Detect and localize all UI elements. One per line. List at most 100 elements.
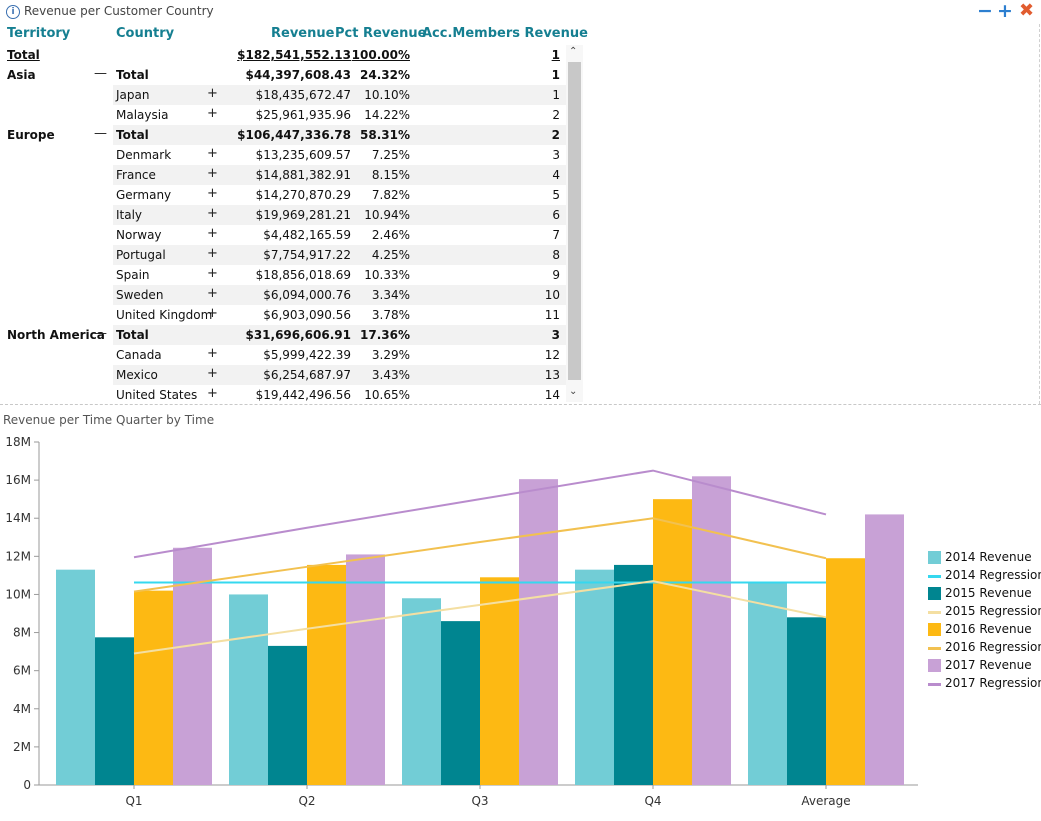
expand-icon[interactable]: +	[207, 286, 218, 301]
expand-icon[interactable]: +	[207, 186, 218, 201]
country-row[interactable]: + Denmark $13,235,609.57 7.25% 3	[0, 145, 566, 165]
territory-total-row[interactable]: Europe — Total $106,447,336.78 58.31% 2	[0, 125, 566, 145]
revenue-cell: $18,856,018.69	[255, 268, 351, 282]
expand-icon[interactable]: +	[207, 166, 218, 181]
y-tick-label: 16M	[5, 473, 31, 487]
expand-icon[interactable]: +	[207, 386, 218, 401]
expand-icon[interactable]: +	[207, 246, 218, 261]
close-icon[interactable]: ✖	[1019, 0, 1035, 21]
scrollbar-thumb[interactable]	[568, 62, 581, 380]
collapse-icon[interactable]: —	[94, 66, 107, 81]
chevron-up-icon[interactable]: ⌃	[569, 46, 578, 57]
bar-2014	[748, 583, 787, 785]
revenue-cell: $106,447,336.78	[237, 128, 351, 142]
y-tick-label: 10M	[5, 587, 31, 601]
legend-swatch	[928, 647, 941, 650]
pct-revenue-cell: 7.82%	[371, 188, 410, 202]
legend-label: 2017 Revenue	[945, 658, 1032, 672]
column-header-revenue[interactable]: Revenue	[271, 26, 335, 41]
total-territory: Total	[7, 48, 40, 62]
y-tick-label: 18M	[5, 435, 31, 449]
legend-swatch	[928, 551, 941, 564]
bar-2015	[268, 645, 307, 785]
country-row[interactable]: + Malaysia $25,961,935.96 14.22% 2	[0, 105, 566, 125]
column-header-territory[interactable]: Territory	[7, 26, 71, 41]
panel-divider	[0, 404, 1041, 405]
country-row[interactable]: + Canada $5,999,422.39 3.29% 12	[0, 345, 566, 365]
revenue-cell: $44,397,608.43	[245, 68, 351, 82]
y-tick-label: 0	[23, 778, 31, 792]
bar-2017	[865, 514, 904, 785]
territory-label: Europe	[7, 128, 55, 142]
country-label: United States	[116, 388, 198, 402]
revenue-cell: $7,754,917.22	[263, 248, 351, 262]
revenue-cell: $19,442,496.56	[255, 388, 351, 402]
country-row[interactable]: + United Kingdom $6,903,090.56 3.78% 11	[0, 305, 566, 325]
pct-revenue-cell: 4.25%	[371, 248, 410, 262]
chart-title: Revenue per Time Quarter by Time	[3, 413, 215, 427]
territory-total-row[interactable]: Asia — Total $44,397,608.43 24.32% 1	[0, 65, 566, 85]
x-tick-label: Average	[801, 794, 850, 808]
column-header-country[interactable]: Country	[116, 26, 175, 41]
grid-scrollbar[interactable]: ⌃ ⌄	[566, 45, 583, 402]
pct-revenue-cell: 24.32%	[360, 68, 410, 82]
expand-icon[interactable]: +	[207, 346, 218, 361]
x-tick-label: Q2	[298, 794, 315, 808]
revenue-cell: $6,903,090.56	[263, 308, 351, 322]
expand-icon[interactable]: +	[207, 226, 218, 241]
column-header-pct-revenue[interactable]: Pct Revenue	[335, 26, 427, 41]
pct-revenue-cell: 10.33%	[364, 268, 410, 282]
minus-icon[interactable]: −	[977, 0, 993, 22]
pct-revenue-cell: 10.94%	[364, 208, 410, 222]
pivot-grid[interactable]: Territory Country Revenue Pct Revenue Ac…	[0, 24, 588, 405]
total-row[interactable]: Total $182,541,552.13 100.00% 1	[0, 45, 566, 65]
expand-icon[interactable]: +	[207, 86, 218, 101]
legend-swatch	[928, 587, 941, 600]
row-background	[113, 325, 566, 345]
column-header-acc-members-revenue[interactable]: Acc.Members Revenue	[422, 26, 588, 41]
revenue-cell: $13,235,609.57	[255, 148, 351, 162]
pct-revenue-cell: 3.29%	[371, 348, 410, 362]
row-background	[113, 365, 566, 385]
expand-icon[interactable]: +	[207, 206, 218, 221]
chevron-down-icon[interactable]: ⌄	[569, 386, 578, 397]
expand-icon[interactable]: +	[207, 106, 218, 121]
revenue-cell: $19,969,281.21	[255, 208, 351, 222]
revenue-cell: $14,881,382.91	[255, 168, 351, 182]
acc-members-cell: 4	[552, 168, 560, 182]
country-row[interactable]: + Sweden $6,094,000.76 3.34% 10	[0, 285, 566, 305]
country-row[interactable]: + Japan $18,435,672.47 10.10% 1	[0, 85, 566, 105]
panel-title: Revenue per Customer Country	[24, 4, 214, 18]
country-label: Malaysia	[116, 108, 169, 122]
legend-swatch	[928, 659, 941, 672]
country-label: United Kingdom	[116, 308, 213, 322]
legend-label: 2017 Regression	[945, 676, 1041, 690]
expand-icon[interactable]: +	[207, 146, 218, 161]
y-tick-label: 14M	[5, 511, 31, 525]
country-row[interactable]: + France $14,881,382.91 8.15% 4	[0, 165, 566, 185]
legend-label: 2016 Regression	[945, 640, 1041, 654]
collapse-icon[interactable]: —	[94, 126, 107, 141]
bar-2016	[480, 577, 519, 785]
regression-line	[133, 580, 827, 655]
country-row[interactable]: + Portugal $7,754,917.22 4.25% 8	[0, 245, 566, 265]
country-row[interactable]: + United States $19,442,496.56 10.65% 14	[0, 385, 566, 405]
territory-total-row[interactable]: North America — Total $31,696,606.91 17.36% 3	[0, 325, 566, 345]
country-row[interactable]: + Italy $19,969,281.21 10.94% 6	[0, 205, 566, 225]
collapse-icon[interactable]: —	[94, 326, 107, 341]
legend-swatch	[928, 611, 941, 614]
country-row[interactable]: + Norway $4,482,165.59 2.46% 7	[0, 225, 566, 245]
acc-members-cell: 6	[552, 208, 560, 222]
expand-icon[interactable]: +	[207, 366, 218, 381]
expand-icon[interactable]: +	[207, 266, 218, 281]
acc-members-cell: 8	[552, 248, 560, 262]
expand-icon[interactable]: +	[207, 306, 218, 321]
country-row[interactable]: + Mexico $6,254,687.97 3.43% 13	[0, 365, 566, 385]
plus-icon[interactable]: +	[997, 0, 1013, 22]
country-row[interactable]: + Germany $14,270,870.29 7.82% 5	[0, 185, 566, 205]
territory-label: North America	[7, 328, 105, 342]
legend-label: 2014 Revenue	[945, 550, 1032, 564]
info-icon[interactable]: i	[6, 5, 20, 19]
acc-members-cell: 12	[544, 348, 560, 362]
country-row[interactable]: + Spain $18,856,018.69 10.33% 9	[0, 265, 566, 285]
